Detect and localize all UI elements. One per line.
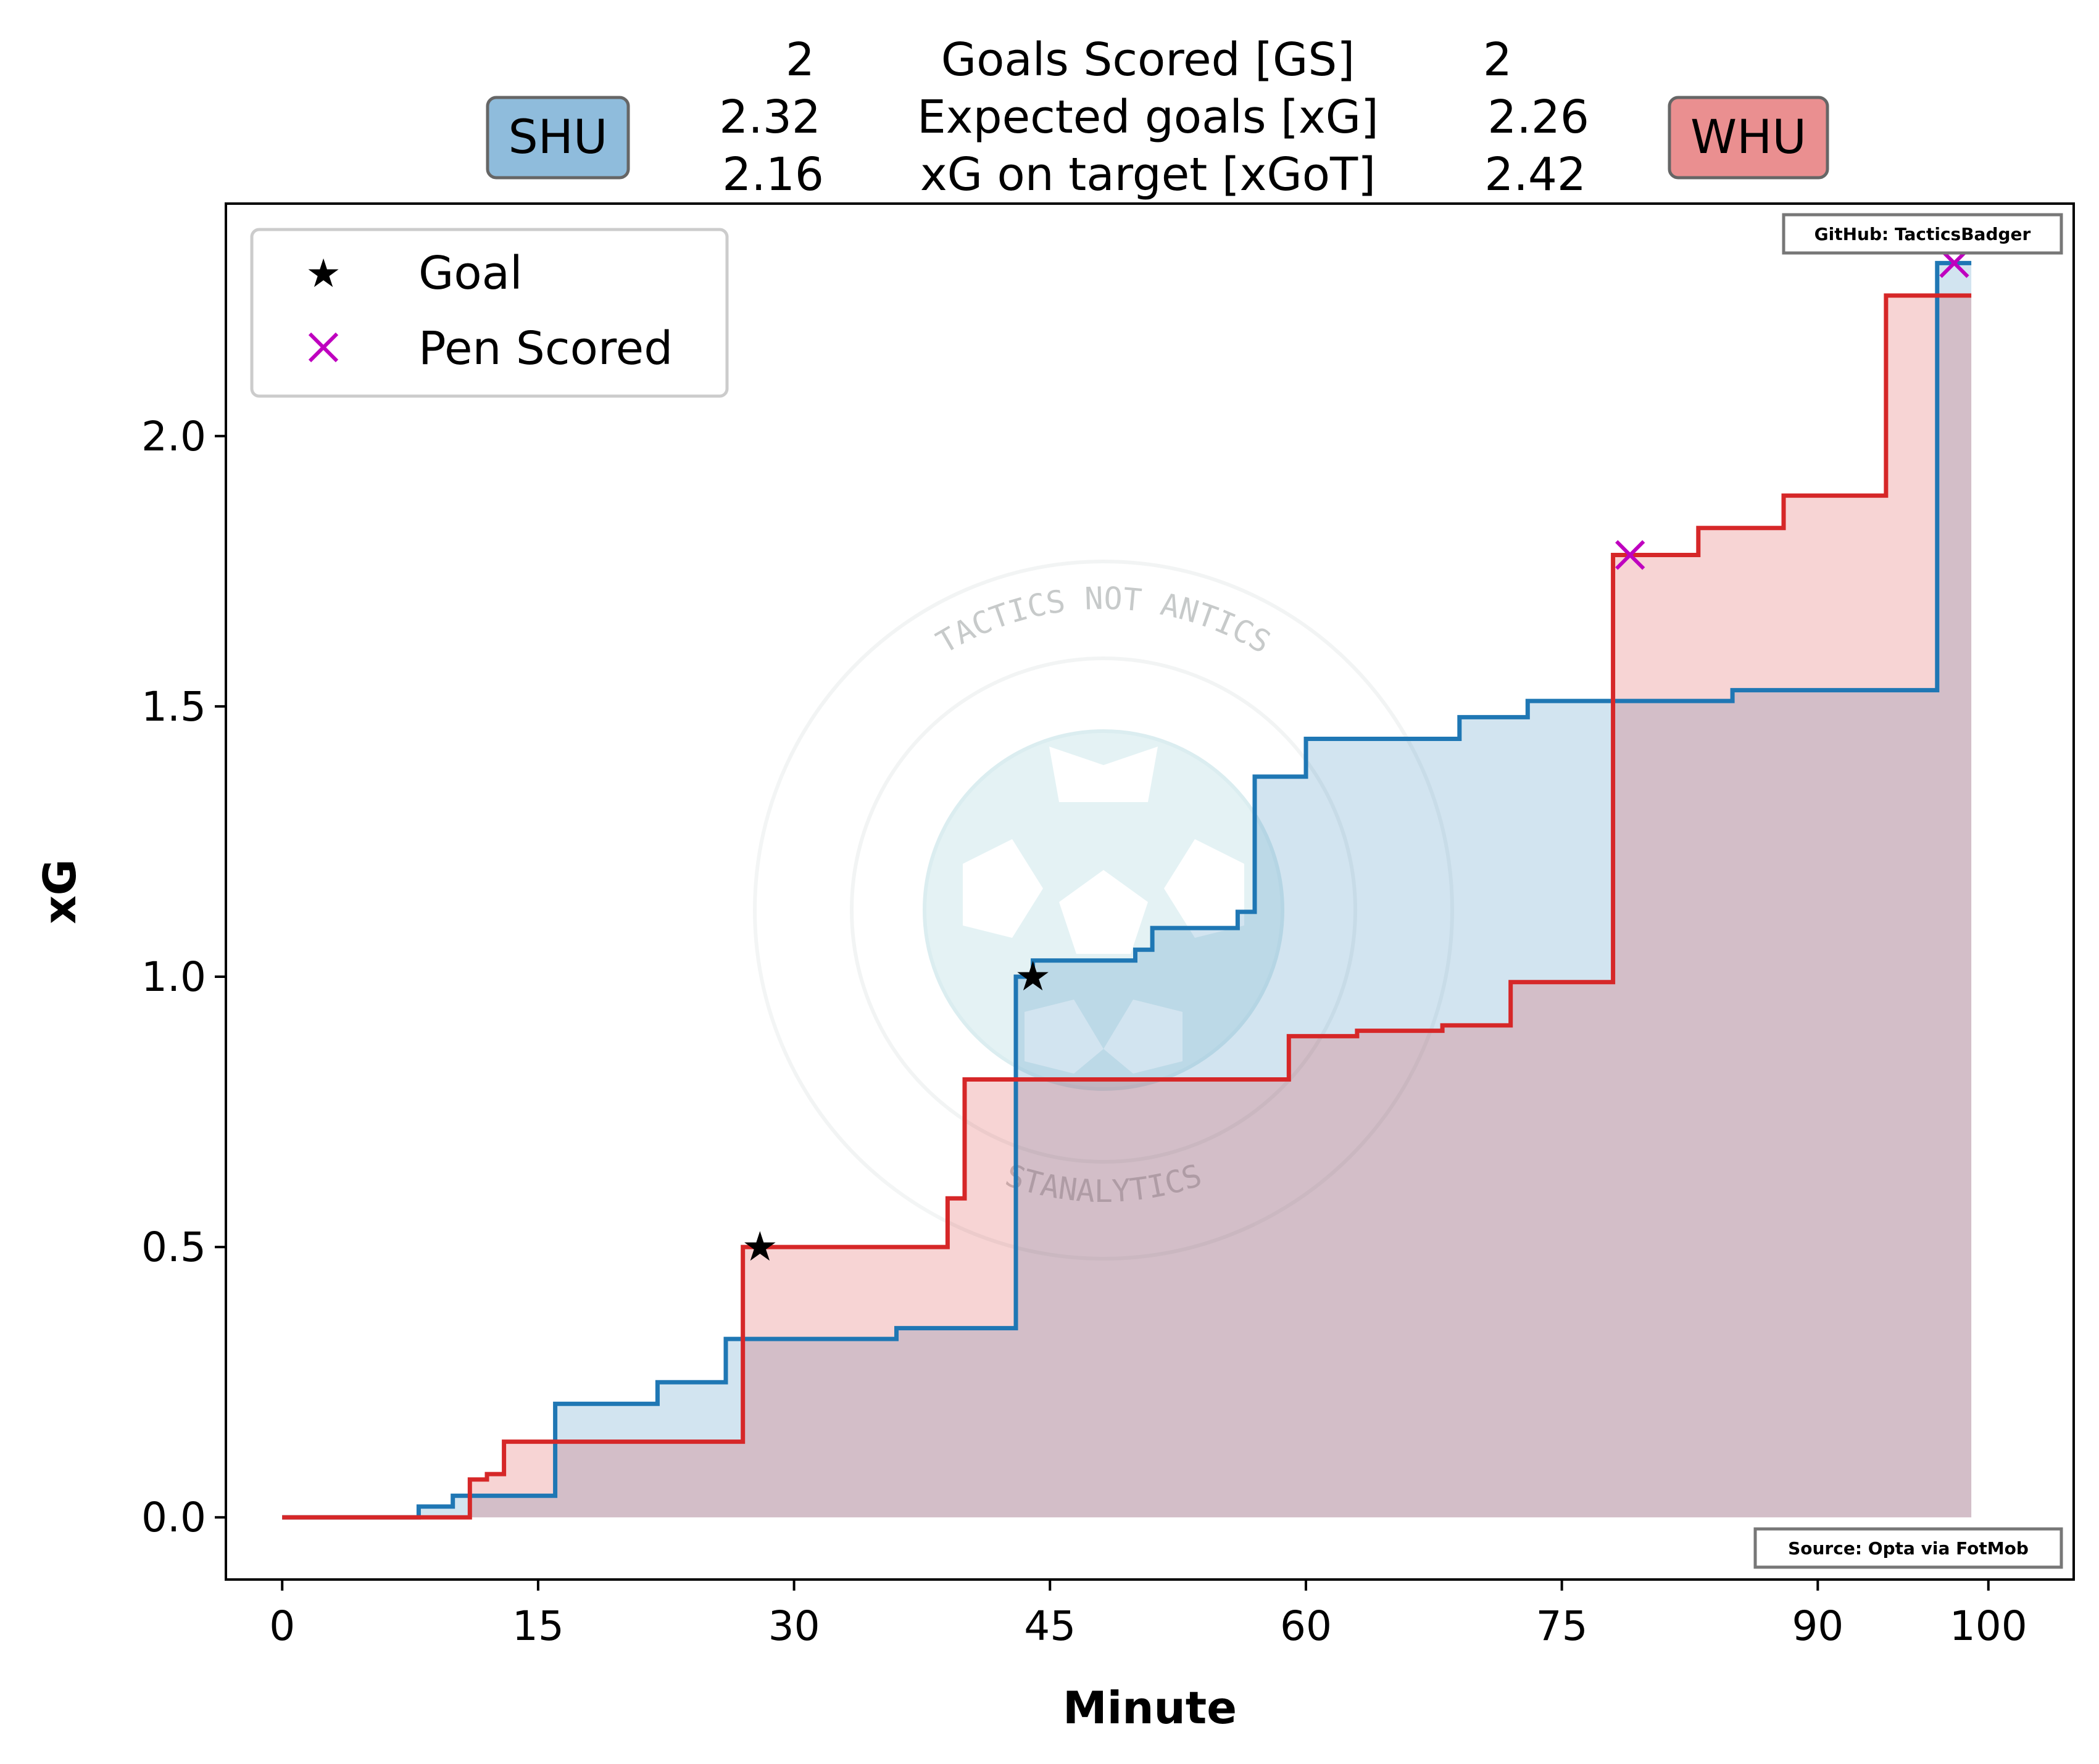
y-tick-label-4: 2.0 bbox=[141, 413, 206, 460]
watermark-top-text: TACTICS NOT ANTICS bbox=[931, 581, 1277, 661]
y-axis-label: xG bbox=[34, 859, 86, 924]
away-team-badge: WHU bbox=[1668, 96, 1829, 180]
xg-label: Expected goals [xG] bbox=[917, 91, 1379, 144]
x-axis-label: Minute bbox=[1063, 1682, 1237, 1734]
source-credit: Source: Opta via FotMob bbox=[1753, 1527, 2063, 1569]
home-xgot: 2.16 bbox=[722, 148, 824, 201]
legend: ★ Goal Pen Scored bbox=[250, 228, 729, 398]
x-tick-label-75: 75 bbox=[1536, 1602, 1588, 1650]
x-tick-label-30: 30 bbox=[768, 1602, 820, 1650]
legend-goal-marker: ★ bbox=[305, 251, 341, 297]
plot-fills bbox=[282, 263, 1972, 1518]
soccer-ball-panels bbox=[963, 747, 1244, 1074]
plot-lines bbox=[282, 260, 1972, 1520]
away-goals: 2 bbox=[1483, 33, 1512, 86]
xg-area-whu bbox=[282, 296, 1972, 1518]
source-credit-text: Source: Opta via FotMob bbox=[1788, 1538, 2029, 1559]
away-xgot: 2.42 bbox=[1484, 148, 1586, 201]
y-tick-label-1: 0.5 bbox=[141, 1224, 206, 1271]
y-tick-label-2: 1.0 bbox=[141, 953, 206, 1001]
goal-marker-shu-44: ★ bbox=[1015, 953, 1051, 1000]
goal-marker-whu-28: ★ bbox=[742, 1223, 778, 1270]
home-team-name: SHU bbox=[508, 109, 607, 164]
y-tick-label-3: 1.5 bbox=[141, 683, 206, 731]
away-xg: 2.26 bbox=[1487, 91, 1589, 144]
x-tick-label-60: 60 bbox=[1280, 1602, 1332, 1650]
x-tick-label-100: 100 bbox=[1950, 1602, 2027, 1650]
xg-line-whu bbox=[282, 293, 1972, 1520]
watermark-outer-ring bbox=[753, 560, 1454, 1261]
xg-area-shu bbox=[282, 263, 1972, 1518]
xg-line-shu bbox=[282, 260, 1972, 1520]
github-credit-text: GitHub: TacticsBadger bbox=[1814, 224, 2031, 244]
legend-pen-label: Pen Scored bbox=[418, 322, 673, 375]
home-team-badge: SHU bbox=[486, 96, 630, 180]
goals-label: Goals Scored [GS] bbox=[941, 33, 1355, 86]
xgot-label: xG on target [xGoT] bbox=[920, 148, 1376, 201]
pen-marker-whu-79 bbox=[1615, 540, 1645, 570]
watermark-inner-ring bbox=[850, 656, 1357, 1164]
legend-pen-marker bbox=[308, 332, 339, 363]
legend-box bbox=[250, 228, 729, 398]
x-tick-label-15: 15 bbox=[512, 1602, 564, 1650]
axes-frame bbox=[225, 202, 2075, 1581]
home-xg: 2.32 bbox=[719, 91, 821, 144]
legend-goal-label: Goal bbox=[418, 247, 523, 300]
home-goals: 2 bbox=[786, 33, 815, 86]
x-tick-label-90: 90 bbox=[1792, 1602, 1843, 1650]
x-axis-ticks: 0 15 30 45 60 75 90 100 bbox=[269, 1580, 2027, 1650]
plot-markers: ★★ bbox=[742, 248, 1969, 1270]
github-credit: GitHub: TacticsBadger bbox=[1782, 213, 2063, 255]
header-stats: 2 Goals Scored [GS] 2 2.32 Expected goal… bbox=[719, 33, 1589, 201]
y-tick-label-0: 0.0 bbox=[141, 1494, 206, 1541]
x-tick-label-45: 45 bbox=[1024, 1602, 1076, 1650]
x-tick-label-0: 0 bbox=[269, 1602, 295, 1650]
away-team-name: WHU bbox=[1690, 109, 1806, 164]
y-axis-ticks: 0.0 0.5 1.0 1.5 2.0 bbox=[141, 413, 226, 1541]
